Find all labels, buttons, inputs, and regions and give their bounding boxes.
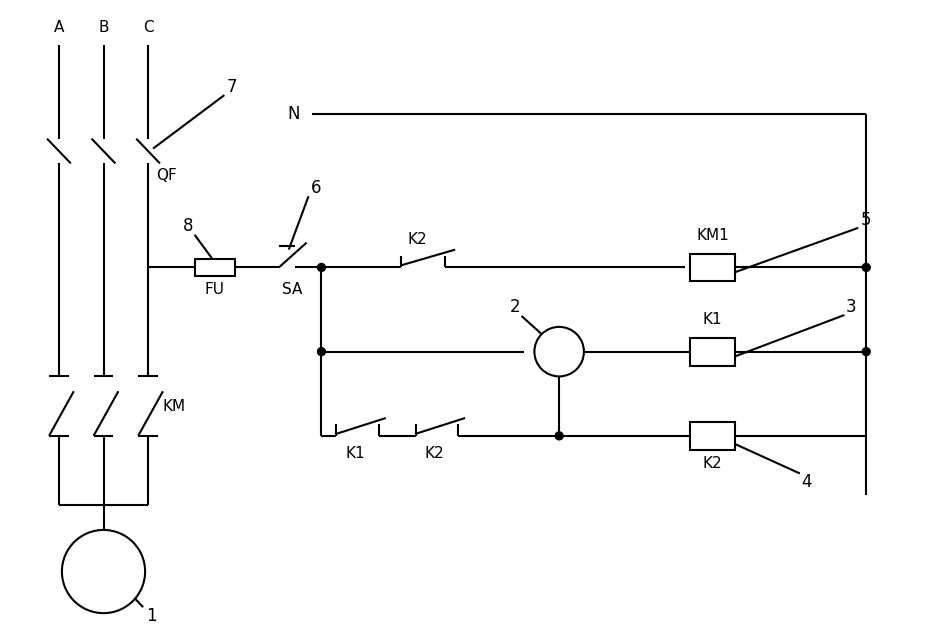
Text: B: B — [98, 20, 108, 35]
Text: FU: FU — [205, 282, 225, 297]
Text: ~: ~ — [112, 565, 127, 583]
Bar — [690, 422, 735, 449]
Text: 3: 3 — [846, 298, 856, 316]
Circle shape — [62, 530, 145, 613]
Text: K2: K2 — [408, 232, 428, 247]
Circle shape — [534, 327, 584, 376]
Text: N: N — [287, 105, 300, 123]
Text: 8: 8 — [183, 217, 193, 235]
Text: 2: 2 — [510, 298, 520, 316]
Circle shape — [555, 432, 563, 440]
Text: K2: K2 — [703, 456, 723, 471]
Text: 7: 7 — [227, 78, 237, 96]
Circle shape — [317, 347, 325, 356]
Bar — [195, 259, 235, 276]
Text: 5: 5 — [861, 211, 871, 229]
Text: SA: SA — [282, 282, 301, 297]
Circle shape — [862, 347, 870, 356]
Bar — [690, 338, 735, 366]
Text: 4: 4 — [802, 473, 812, 491]
Text: K1: K1 — [346, 446, 365, 461]
Bar — [690, 254, 735, 281]
Text: 1: 1 — [146, 607, 156, 625]
Circle shape — [317, 264, 325, 272]
Text: K2: K2 — [425, 446, 445, 461]
Text: M3: M3 — [86, 562, 109, 577]
Text: 6: 6 — [311, 179, 322, 197]
Text: C: C — [143, 20, 154, 35]
Text: KM: KM — [163, 399, 187, 414]
Text: A: A — [54, 20, 64, 35]
Text: KM1: KM1 — [696, 228, 729, 244]
Text: K1: K1 — [703, 312, 723, 327]
Text: QF: QF — [156, 168, 177, 183]
Circle shape — [862, 264, 870, 272]
